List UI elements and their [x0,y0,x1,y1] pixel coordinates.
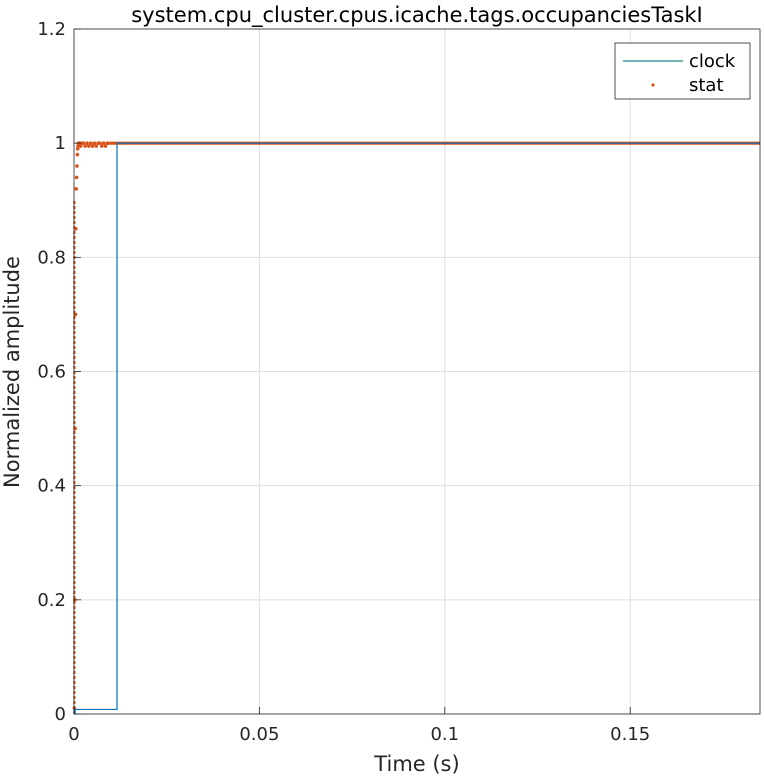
stat-point [75,164,79,168]
stat-point [90,144,95,148]
x-tick-label: 0.05 [239,724,279,745]
stat-point [83,144,87,148]
legend-label-stat: stat [689,75,724,96]
stat-point [74,226,78,231]
y-tick-label: 0.8 [37,247,66,268]
legend-label-clock: clock [689,51,736,72]
y-tick-label: 0.4 [37,476,66,497]
y-axis-label: Normalized amplitude [0,256,24,488]
stat-point [73,312,78,317]
y-tick-label: 1 [55,133,66,154]
axis-ticks: 0 0.05 0.1 0.15 0 0.2 0.4 0.6 0.8 1 1.2 [37,19,650,745]
stat-point [101,141,106,145]
stat-point [85,141,89,145]
x-axis-label: Time (s) [373,752,459,776]
stat-point [81,141,86,145]
stat-point [103,144,108,148]
stat-point [88,141,93,145]
stat-point [92,141,97,145]
x-tick-label: 0.15 [610,724,650,745]
stat-point [74,175,79,180]
stat-point [76,144,80,148]
stat-point [87,144,91,148]
y-tick-label: 0.2 [37,590,66,611]
x-tick-label: 0 [68,724,79,745]
stat-point [94,144,99,148]
x-tick-label: 0.1 [430,724,459,745]
legend-box [614,42,751,100]
stat-point [100,144,104,148]
stat-point [75,152,80,157]
stat-point [75,147,80,151]
stat-point [98,141,102,145]
legend: clock stat [614,42,751,100]
stat-point [105,141,110,145]
y-tick-label: 1.2 [37,19,66,40]
stat-point [74,187,79,191]
y-tick-label: 0 [55,704,66,725]
legend-swatch-stat [651,83,655,87]
y-tick-label: 0.6 [37,362,66,383]
chart-title: system.cpu_cluster.cpus.icache.tags.occu… [131,3,703,28]
stat-point [78,144,83,148]
